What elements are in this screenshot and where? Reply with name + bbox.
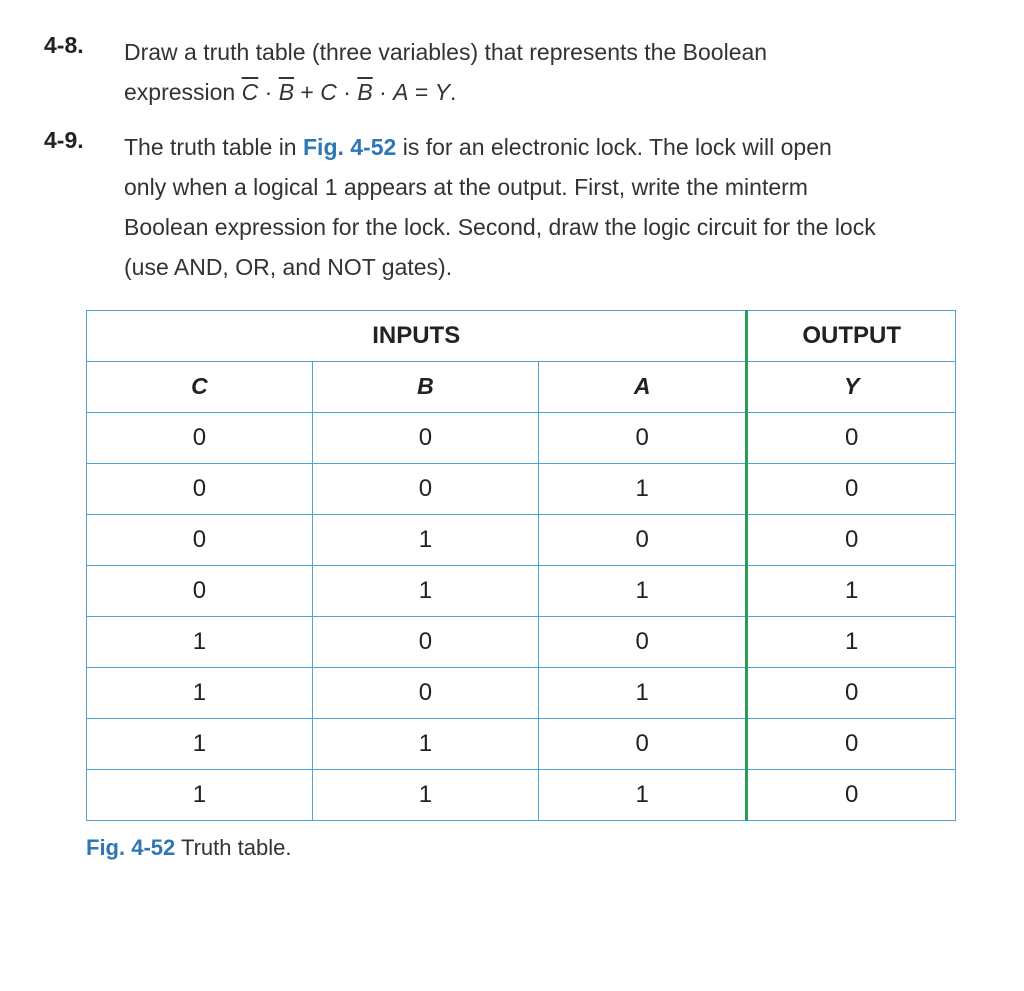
figure-number: Fig. 4-52	[86, 835, 175, 860]
text-fragment: The truth table in	[124, 134, 303, 160]
caption-text: Truth table.	[175, 835, 291, 860]
boolean-expression: C · B + C · B · A = Y	[242, 79, 450, 105]
text-line: only when a logical 1 appears at the out…	[124, 174, 808, 200]
problem-4-8: 4-8. Draw a truth table (three variables…	[44, 32, 980, 113]
cell-y: 0	[747, 514, 956, 565]
truth-table: INPUTS OUTPUT C B A Y 0 0 0 0 0 0 1 0 0 …	[86, 310, 956, 821]
cell-c: 0	[87, 412, 313, 463]
cell-a: 1	[538, 463, 747, 514]
cell-b: 0	[312, 616, 538, 667]
table-row: 1 0 1 0	[87, 667, 956, 718]
figure-link[interactable]: Fig. 4-52	[303, 134, 396, 160]
cell-y: 0	[747, 463, 956, 514]
table-columns-row: C B A Y	[87, 361, 956, 412]
cell-a: 0	[538, 412, 747, 463]
cell-y: 0	[747, 769, 956, 820]
var-y: Y	[435, 79, 450, 105]
table-row: 0 0 0 0	[87, 412, 956, 463]
problem-number: 4-8.	[44, 32, 124, 113]
cell-y: 0	[747, 718, 956, 769]
var-c-bar: C	[242, 79, 259, 105]
cell-a: 0	[538, 514, 747, 565]
cell-y: 1	[747, 565, 956, 616]
text-line: (use AND, OR, and NOT gates).	[124, 254, 452, 280]
col-header-y: Y	[747, 361, 956, 412]
problem-4-9: 4-9. The truth table in Fig. 4-52 is for…	[44, 127, 980, 288]
cell-c: 1	[87, 616, 313, 667]
cell-y: 0	[747, 412, 956, 463]
op-dot: ·	[258, 79, 278, 105]
var-b-bar: B	[279, 79, 294, 105]
table-row: 1 1 0 0	[87, 718, 956, 769]
cell-a: 1	[538, 565, 747, 616]
period: .	[450, 79, 456, 105]
cell-y: 1	[747, 616, 956, 667]
header-inputs: INPUTS	[87, 310, 747, 361]
cell-c: 0	[87, 514, 313, 565]
table-header-row: INPUTS OUTPUT	[87, 310, 956, 361]
cell-b: 0	[312, 412, 538, 463]
text-line: Boolean expression for the lock. Second,…	[124, 214, 876, 240]
problem-body: Draw a truth table (three variables) tha…	[124, 32, 767, 113]
text-line: expression C · B + C · B · A = Y.	[124, 79, 456, 105]
header-output: OUTPUT	[747, 310, 956, 361]
cell-a: 1	[538, 769, 747, 820]
cell-a: 0	[538, 616, 747, 667]
cell-a: 1	[538, 667, 747, 718]
op-dot: ·	[373, 79, 393, 105]
figure-caption: Fig. 4-52 Truth table.	[86, 835, 956, 861]
cell-b: 1	[312, 565, 538, 616]
cell-c: 1	[87, 718, 313, 769]
cell-c: 0	[87, 463, 313, 514]
text-line: Draw a truth table (three variables) tha…	[124, 39, 767, 65]
cell-a: 0	[538, 718, 747, 769]
var-c: C	[320, 79, 337, 105]
op-dot: ·	[337, 79, 357, 105]
op-plus: +	[294, 79, 320, 105]
truth-table-container: INPUTS OUTPUT C B A Y 0 0 0 0 0 0 1 0 0 …	[86, 310, 956, 861]
col-header-b: B	[312, 361, 538, 412]
op-eq: =	[408, 79, 434, 105]
cell-b: 0	[312, 463, 538, 514]
table-row: 1 1 1 0	[87, 769, 956, 820]
cell-b: 1	[312, 718, 538, 769]
cell-b: 0	[312, 667, 538, 718]
cell-b: 1	[312, 769, 538, 820]
cell-c: 1	[87, 769, 313, 820]
table-row: 0 1 0 0	[87, 514, 956, 565]
table-row: 0 1 1 1	[87, 565, 956, 616]
cell-y: 0	[747, 667, 956, 718]
cell-c: 0	[87, 565, 313, 616]
problem-number: 4-9.	[44, 127, 124, 288]
text-fragment: is for an electronic lock. The lock will…	[396, 134, 832, 160]
col-header-c: C	[87, 361, 313, 412]
table-row: 1 0 0 1	[87, 616, 956, 667]
col-header-a: A	[538, 361, 747, 412]
table-row: 0 0 1 0	[87, 463, 956, 514]
cell-b: 1	[312, 514, 538, 565]
var-a: A	[393, 79, 408, 105]
var-b-bar: B	[357, 79, 372, 105]
cell-c: 1	[87, 667, 313, 718]
text-fragment: expression	[124, 79, 242, 105]
problem-body: The truth table in Fig. 4-52 is for an e…	[124, 127, 876, 288]
